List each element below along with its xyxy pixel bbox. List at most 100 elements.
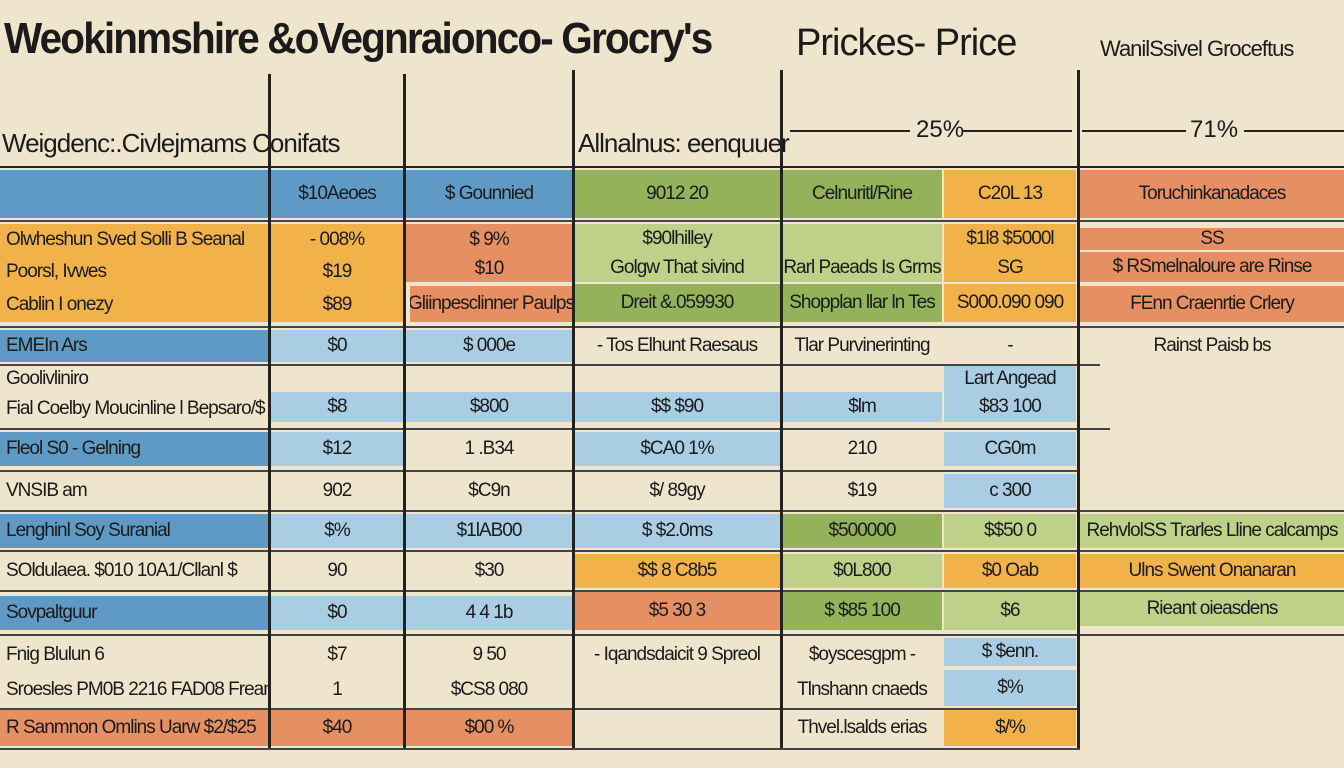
table-cell: $ RSmelnaloure are Rinse xyxy=(1080,252,1344,282)
column-header-label xyxy=(0,170,268,218)
table-cell: $CS8 080 xyxy=(450,679,529,701)
table-cell: $CA0 1% xyxy=(574,432,780,466)
table-cell: 9 50 xyxy=(472,644,507,666)
table-cell: $1lAB00 xyxy=(406,514,572,548)
table-cell: $ 000e xyxy=(406,330,572,362)
table-cell: S000.090 090 xyxy=(944,284,1076,322)
table-cell: $12 xyxy=(270,432,404,466)
percent-a-rule-right xyxy=(962,130,1072,132)
row-label: Olwheshun Sved Solli B Seanal xyxy=(0,224,268,256)
column-header-1: $10Aeoes xyxy=(270,170,404,218)
table-cell: $ $2.0ms xyxy=(574,514,780,548)
row-divider xyxy=(0,748,1080,750)
table-cell: $30 xyxy=(474,560,505,582)
table-cell: $90lhilley xyxy=(574,224,780,254)
row-divider xyxy=(0,708,1080,710)
row-label: SOldulaea. $010 10A1/Cllanl $ xyxy=(6,560,238,582)
column-divider xyxy=(780,70,783,748)
percent-b: 71% xyxy=(1190,116,1239,143)
table-cell: 1 .B34 xyxy=(464,438,515,460)
row-label: R Sanmnon Omlins Uarw $2/$25 xyxy=(0,710,268,746)
table-cell: - Iqandsdaicit 9 Spreol xyxy=(593,644,761,666)
table-cell: Rarl Paeads Is Grms xyxy=(782,254,942,282)
table-cell xyxy=(782,224,942,254)
table-cell: $800 xyxy=(406,392,572,422)
row-divider xyxy=(0,550,1344,552)
table-cell: $83 100 xyxy=(944,392,1076,422)
table-cell: 1 xyxy=(332,679,343,701)
table-cell: 90 xyxy=(327,560,347,582)
table-cell: $$ $90 xyxy=(574,392,780,422)
table-cell: $7 xyxy=(327,644,347,666)
header-divider xyxy=(0,166,1344,168)
table-cell: $ 9% xyxy=(406,224,572,256)
column-header-5: C20L 13 xyxy=(944,170,1076,218)
row-divider xyxy=(0,634,1344,636)
column-divider xyxy=(403,74,406,748)
table-cell: Thvel.lsalds erias xyxy=(797,717,928,739)
table-cell: FEnn Craenrtie Crlery xyxy=(1080,286,1344,322)
table-cell: 4 4 1b xyxy=(406,596,572,630)
table-cell: $1l8 $5000l xyxy=(944,224,1076,254)
column-divider xyxy=(268,74,271,748)
table-cell: $5 30 3 xyxy=(574,592,780,630)
table-cell: $19 xyxy=(847,480,878,502)
table-cell: $8 xyxy=(270,392,404,422)
table-cell: Ulns Swent Onanaran xyxy=(1080,554,1344,588)
row-divider xyxy=(0,220,1344,222)
prices-title: Prickes- Price xyxy=(796,22,1017,64)
table-cell: $0 xyxy=(270,596,404,630)
table-cell: $500000 xyxy=(782,514,942,548)
table-cell: $10 xyxy=(406,256,572,282)
row-divider xyxy=(0,590,1344,592)
row-label: Fnig Blulun 6 xyxy=(6,644,105,666)
table-cell: $0 xyxy=(270,330,404,362)
table-cell: $/% xyxy=(944,710,1076,746)
row-divider xyxy=(0,326,1344,328)
table-cell: Rainst Paisb bs xyxy=(1153,335,1271,357)
table-cell: $C9n xyxy=(468,480,510,502)
table-cell: Golgw That sivind xyxy=(574,254,780,282)
page-title: Weokinmshire &oVegnraionco- Grocry's xyxy=(4,14,713,63)
table-cell: $6 xyxy=(944,592,1076,630)
table-cell: $ $enn. xyxy=(944,638,1076,666)
column-header-6: Toruchinkanadaces xyxy=(1080,170,1344,218)
row-label: EMEIn Ars xyxy=(0,330,268,362)
table-cell: Lart Angead xyxy=(944,366,1076,392)
table-cell: $oyscesgpm - xyxy=(808,644,916,666)
row-label: Lenghinl Soy Suranial xyxy=(0,514,268,548)
table-cell: - xyxy=(1007,335,1013,357)
table-cell: $/ 89gy xyxy=(649,480,705,502)
row-label: Goolivliniro xyxy=(6,368,89,390)
table-cell: $00 % xyxy=(406,710,572,746)
row-divider xyxy=(0,364,1100,366)
column-header-3: 9012 20 xyxy=(574,170,780,218)
row-divider xyxy=(0,470,1080,472)
subhead-left: Weigdenc:.Civlejmams Conifats xyxy=(2,128,341,158)
table-cell: $19 xyxy=(270,256,404,288)
table-cell: $$50 0 xyxy=(944,514,1076,548)
table-cell: $$ 8 C8b5 xyxy=(574,554,780,588)
table-cell: SS xyxy=(1080,228,1344,250)
row-divider xyxy=(0,428,1110,430)
table-cell: $40 xyxy=(270,710,404,746)
table-cell: $% xyxy=(944,670,1076,706)
table-cell: $ $85 100 xyxy=(782,592,942,630)
right-title: WanilSsivel Groceftus xyxy=(1100,36,1294,61)
subhead-middle: Allnalnus: eenquuer xyxy=(578,128,790,158)
row-divider xyxy=(0,510,1344,512)
table-cell: c 300 xyxy=(944,474,1076,508)
table-cell: Rieant oieasdens xyxy=(1080,592,1344,626)
column-header-4: Celnuritl/Rine xyxy=(782,170,942,218)
table-cell: 210 xyxy=(847,438,878,460)
table-cell: $89 xyxy=(270,288,404,322)
table-cell: 902 xyxy=(322,480,353,502)
table-cell: SG xyxy=(944,254,1076,282)
row-label: Sovpaltguur xyxy=(0,596,268,630)
row-label: Fial Coelby Moucinline l Bepsaro/$ xyxy=(6,398,266,420)
row-label: Sroesles PM0B 2216 FAD08 Freamolis xyxy=(6,679,268,701)
row-label: Cablin I onezy xyxy=(0,288,268,322)
percent-a: 25% xyxy=(916,116,965,143)
column-divider xyxy=(1077,70,1080,748)
table-cell: $0L800 xyxy=(782,554,942,588)
